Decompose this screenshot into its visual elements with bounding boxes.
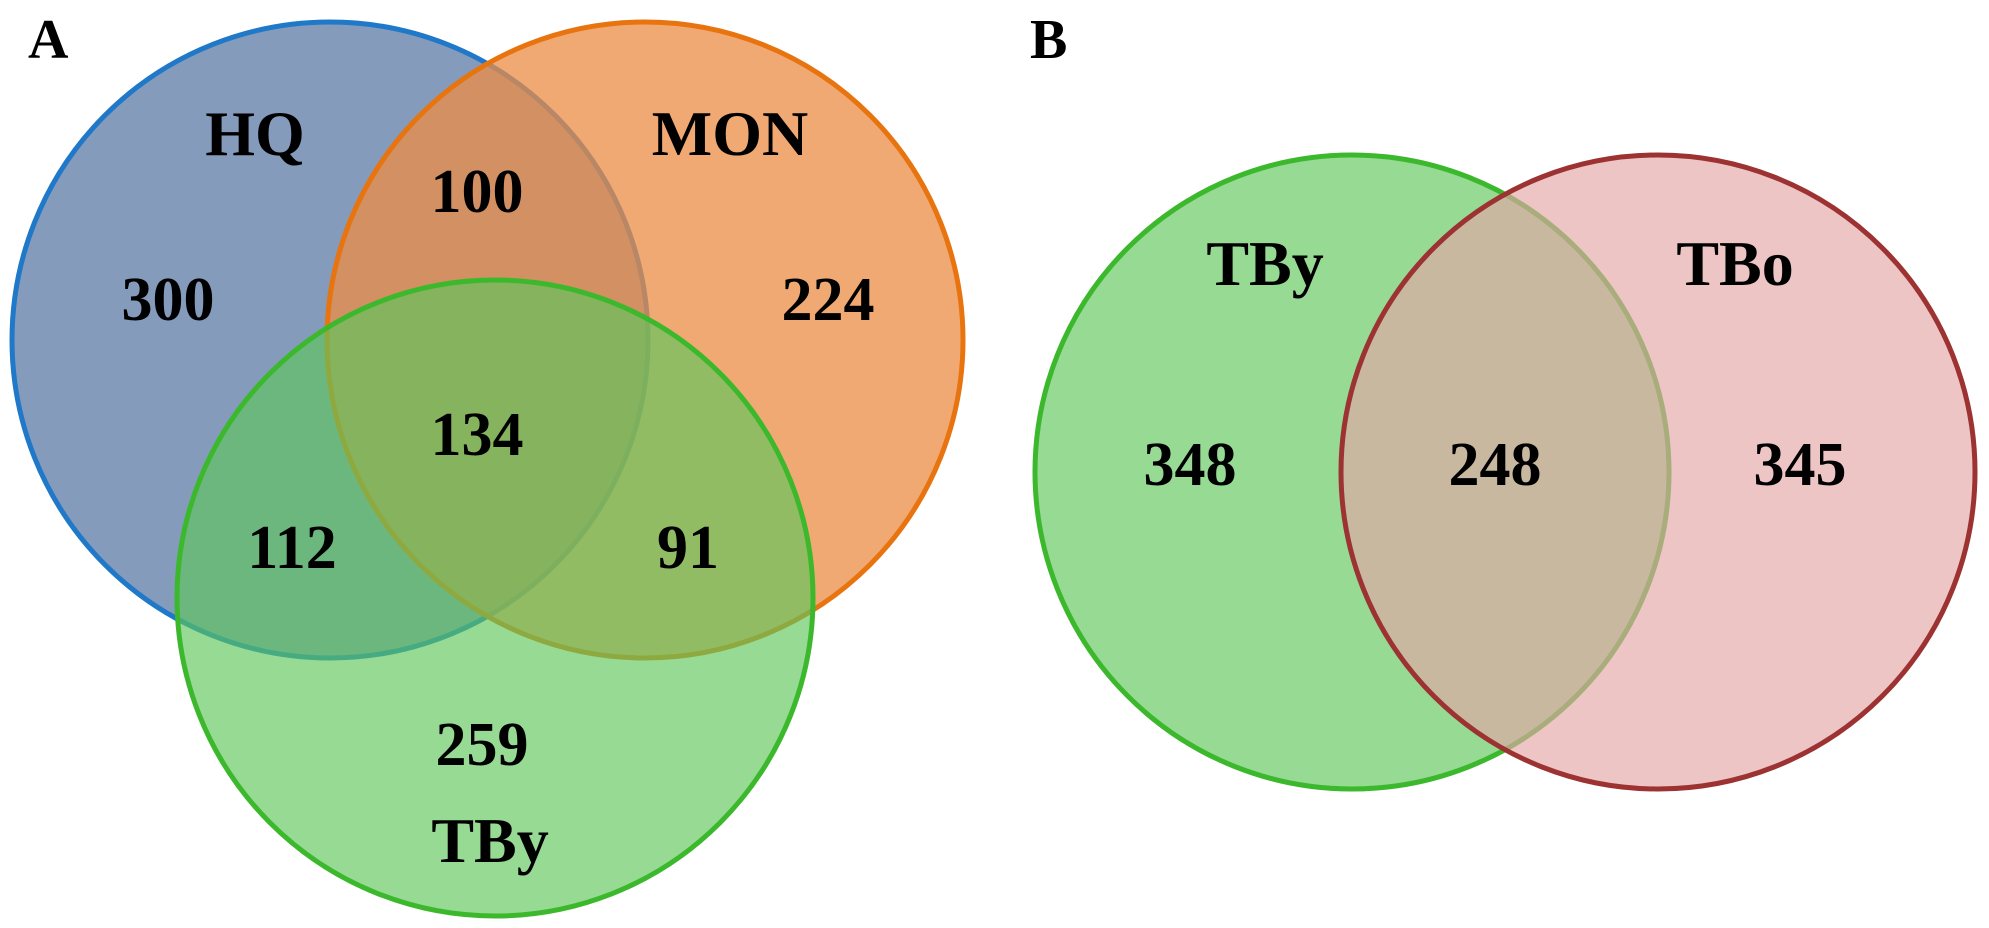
count-tbo-only: 345 bbox=[1754, 431, 1847, 499]
count-all: 134 bbox=[431, 401, 524, 469]
count-mon-only: 224 bbox=[782, 266, 875, 334]
set-tbo-label: TBo bbox=[1676, 228, 1793, 299]
count-mon-tby: 91 bbox=[657, 514, 719, 582]
panel-a-label: A bbox=[28, 9, 69, 71]
count-tby-only-b: 348 bbox=[1144, 431, 1237, 499]
set-tbo-circle bbox=[1338, 152, 1978, 792]
set-tby-circle bbox=[174, 277, 816, 919]
count-hq-tby: 112 bbox=[247, 514, 337, 582]
count-hq-mon: 100 bbox=[431, 158, 524, 226]
set-hq-label: HQ bbox=[205, 98, 305, 169]
panel-b-label: B bbox=[1030, 9, 1067, 71]
panel-b: B TBy TBo 348 248 345 bbox=[1030, 9, 1978, 792]
set-tby-label-b: TBy bbox=[1206, 228, 1323, 299]
set-tby-label: TBy bbox=[431, 805, 548, 876]
count-hq-only: 300 bbox=[122, 266, 215, 334]
count-tby-only: 259 bbox=[436, 711, 529, 779]
panel-a: A HQ MON TBy 300 100 224 134 112 91 259 bbox=[9, 9, 966, 919]
count-tby-tbo: 248 bbox=[1449, 431, 1542, 499]
set-mon-label: MON bbox=[652, 98, 808, 169]
